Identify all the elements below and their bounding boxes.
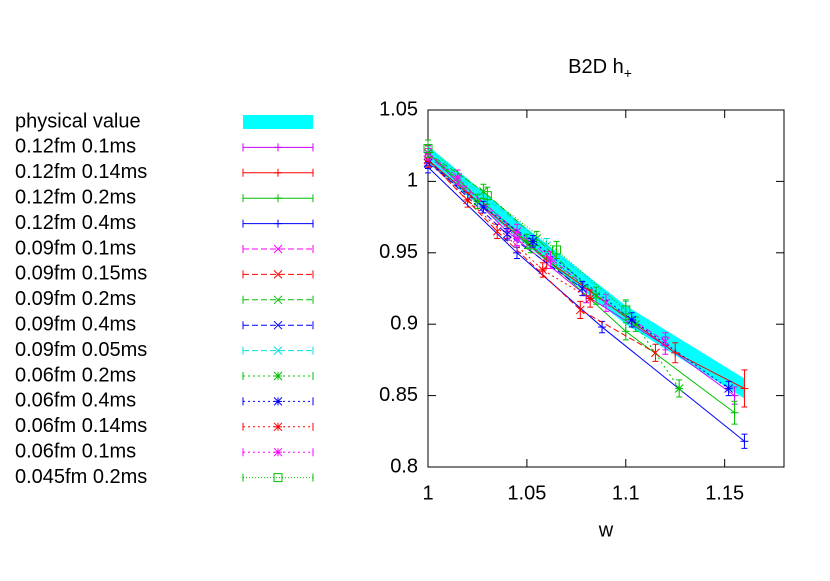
- title-subscript: +: [624, 65, 632, 81]
- marker: [674, 384, 684, 393]
- marker: [273, 295, 283, 305]
- marker: [274, 168, 282, 177]
- marker: [274, 219, 282, 228]
- marker: [512, 234, 522, 243]
- legend-label: 0.09fm 0.1ms: [15, 237, 136, 259]
- x-axis-label: w: [598, 519, 614, 541]
- marker: [463, 195, 472, 205]
- marker: [273, 346, 283, 355]
- legend-label: 0.09fm 0.05ms: [15, 339, 147, 361]
- x-tick-label: 1: [422, 482, 433, 504]
- marker: [453, 172, 463, 182]
- marker: [585, 294, 595, 303]
- series-line: [427, 152, 627, 311]
- legend-label: 0.09fm 0.2ms: [15, 288, 136, 310]
- legend-label: 0.12fm 0.2ms: [15, 186, 136, 208]
- legend-label: 0.045fm 0.2ms: [15, 466, 147, 488]
- marker: [730, 391, 739, 400]
- marker: [601, 298, 611, 308]
- x-tick-label: 1.05: [507, 482, 546, 504]
- series-line: [427, 152, 680, 389]
- y-tick-label: 1: [407, 170, 418, 192]
- legend-label: 0.06fm 0.2ms: [15, 364, 136, 386]
- marker: [273, 270, 283, 279]
- chart-title: B2D h+: [568, 56, 632, 80]
- y-tick-label: 1.05: [379, 98, 418, 120]
- x-tick-label: 1.1: [612, 482, 640, 504]
- y-tick-label: 0.95: [379, 241, 418, 263]
- legend-swatch: [243, 115, 313, 129]
- marker: [740, 437, 749, 446]
- plot-frame: [427, 109, 785, 468]
- error-bar: [425, 139, 431, 158]
- marker: [538, 265, 548, 275]
- marker: [274, 143, 282, 152]
- marker: [423, 144, 433, 154]
- marker: [273, 320, 283, 330]
- legend-label: physical value: [15, 110, 141, 132]
- marker: [542, 241, 552, 251]
- marker: [660, 336, 670, 346]
- marker: [273, 447, 283, 457]
- legend-label: 0.12fm 0.4ms: [15, 212, 136, 234]
- marker: [546, 255, 555, 265]
- marker: [724, 384, 733, 393]
- marker: [526, 241, 536, 251]
- legend-label: 0.12fm 0.1ms: [15, 136, 136, 158]
- series-line: [427, 152, 551, 261]
- marker: [274, 194, 282, 203]
- series-line: [427, 159, 656, 354]
- legend-label: 0.06fm 0.1ms: [15, 440, 136, 462]
- marker: [273, 371, 283, 381]
- series-line: [427, 152, 597, 297]
- marker: [740, 384, 749, 393]
- marker: [528, 237, 538, 246]
- marker: [621, 327, 630, 336]
- series-line: [427, 159, 591, 299]
- physical-band: [428, 145, 745, 399]
- marker: [502, 229, 512, 239]
- y-tick-label: 0.8: [390, 455, 418, 477]
- legend-label: 0.06fm 0.4ms: [15, 390, 136, 412]
- error-bar: [622, 299, 629, 321]
- marker: [273, 422, 283, 432]
- marker: [598, 323, 607, 332]
- error-bar: [484, 186, 491, 205]
- legend-label: 0.09fm 0.4ms: [15, 313, 136, 335]
- error-bar: [553, 240, 560, 260]
- marker: [273, 473, 283, 483]
- legend-label: 0.09fm 0.15ms: [15, 263, 147, 285]
- y-tick-label: 0.9: [390, 312, 418, 334]
- legend-label: 0.12fm 0.14ms: [15, 161, 147, 183]
- marker: [552, 245, 562, 255]
- marker: [730, 408, 739, 417]
- y-tick-label: 0.85: [379, 384, 418, 406]
- marker: [575, 305, 585, 315]
- marker: [273, 397, 283, 406]
- x-tick-label: 1.15: [705, 482, 744, 504]
- title-main: B2D h: [568, 56, 624, 78]
- marker: [621, 305, 631, 315]
- marker: [492, 227, 502, 236]
- marker: [627, 315, 637, 325]
- marker: [273, 244, 283, 254]
- legend-label: 0.06fm 0.14ms: [15, 415, 147, 437]
- marker: [482, 191, 492, 201]
